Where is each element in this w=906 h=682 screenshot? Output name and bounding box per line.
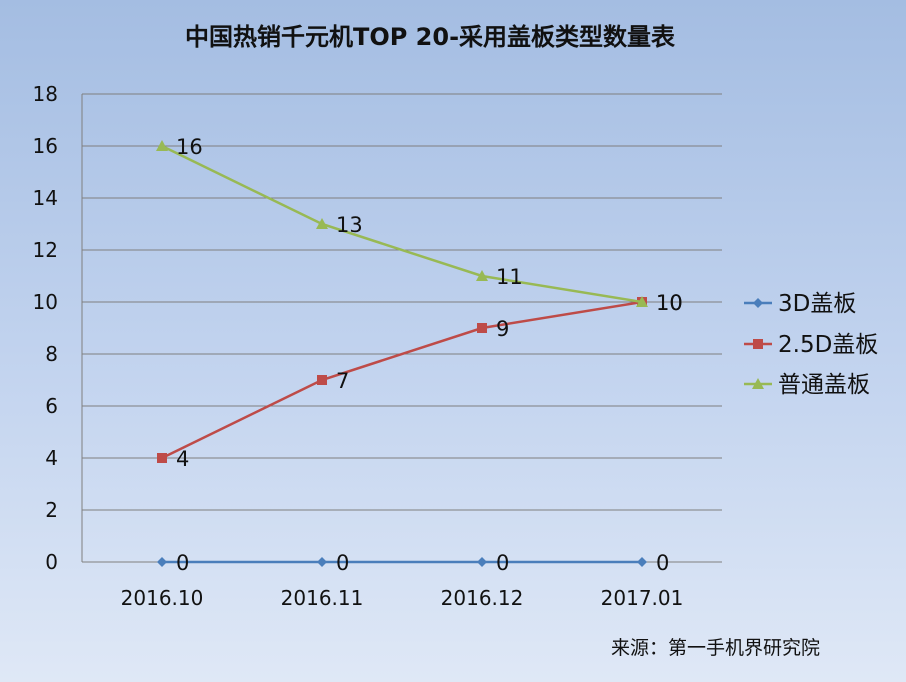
chart-title: 中国热销千元机TOP 20-采用盖板类型数量表 — [185, 23, 676, 51]
source-note: 来源：第一手机界研究院 — [611, 637, 820, 659]
data-label: 0 — [336, 551, 349, 575]
data-point — [477, 323, 487, 333]
legend-marker — [753, 339, 763, 349]
x-tick-label: 2016.10 — [121, 586, 204, 610]
y-tick-label: 18 — [33, 82, 58, 106]
legend-label: 3D盖板 — [778, 291, 856, 317]
y-tick-label: 16 — [33, 134, 58, 158]
data-label: 7 — [336, 369, 349, 393]
legend-marker — [752, 378, 764, 389]
y-tick-label: 12 — [33, 238, 58, 262]
y-tick-label: 10 — [33, 290, 58, 314]
data-label: 9 — [496, 317, 509, 341]
data-label: 10 — [656, 291, 683, 315]
data-point — [316, 218, 328, 229]
data-point — [636, 296, 648, 307]
series-line — [161, 300, 643, 460]
y-tick-label: 6 — [45, 394, 58, 418]
y-tick-label: 4 — [45, 446, 58, 470]
legend-label: 普通盖板 — [778, 372, 870, 398]
data-point — [317, 557, 327, 567]
data-point — [317, 375, 327, 385]
legend-marker — [753, 298, 763, 308]
legend-label: 2.5D盖板 — [778, 332, 878, 358]
data-label: 13 — [336, 213, 363, 237]
y-tick-label: 8 — [45, 342, 58, 366]
data-point — [157, 557, 167, 567]
data-label: 4 — [176, 447, 189, 471]
y-tick-label: 0 — [45, 550, 58, 574]
data-point — [477, 557, 487, 567]
data-label: 0 — [496, 551, 509, 575]
data-point — [637, 557, 647, 567]
data-label: 10 — [656, 291, 683, 315]
x-tick-label: 2017.01 — [601, 586, 684, 610]
data-label: 11 — [496, 265, 523, 289]
data-label: 16 — [176, 135, 203, 159]
y-tick-label: 2 — [45, 498, 58, 522]
data-point — [476, 270, 488, 281]
x-tick-label: 2016.11 — [281, 586, 364, 610]
series-line — [161, 144, 643, 304]
y-tick-label: 14 — [33, 186, 58, 210]
data-label: 0 — [176, 551, 189, 575]
x-tick-label: 2016.12 — [441, 586, 524, 610]
data-point — [156, 140, 168, 151]
data-label: 0 — [656, 551, 669, 575]
data-point — [157, 453, 167, 463]
